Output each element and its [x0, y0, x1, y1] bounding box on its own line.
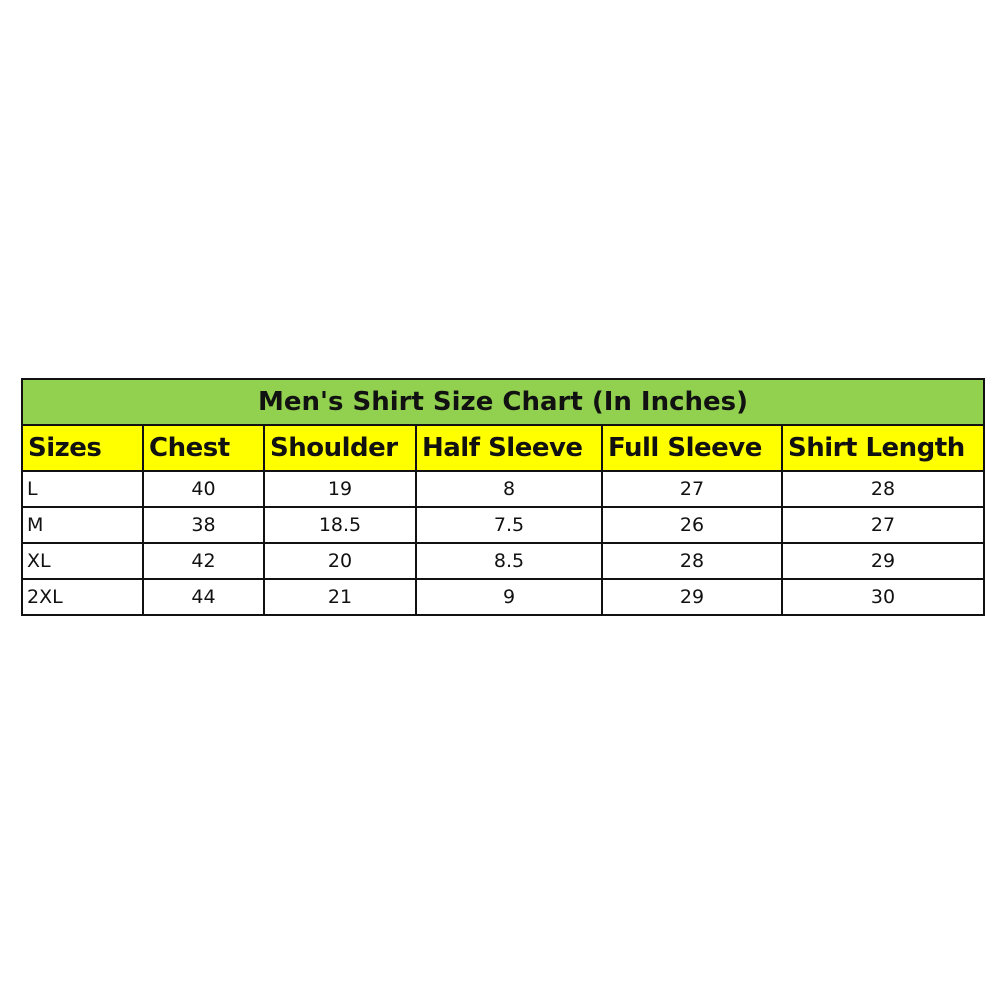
title-row: Men's Shirt Size Chart (In Inches): [20, 378, 986, 426]
cell: 27: [601, 470, 783, 508]
column-header: Chest: [142, 424, 265, 472]
chart-title: Men's Shirt Size Chart (In Inches): [20, 378, 986, 426]
cell: L: [21, 470, 144, 508]
cell: 20: [263, 542, 417, 580]
cell: 2XL: [21, 578, 144, 616]
column-header: Shoulder: [263, 424, 417, 472]
table-row: XL 42 20 8.5 28 29: [21, 542, 986, 580]
column-header: Half Sleeve: [415, 424, 603, 472]
cell: 26: [601, 506, 783, 544]
column-header: Shirt Length: [780, 424, 986, 472]
cell: 21: [263, 578, 417, 616]
cell: 8: [415, 470, 603, 508]
cell: 28: [780, 470, 986, 508]
cell: M: [21, 506, 144, 544]
cell: 27: [780, 506, 986, 544]
cell: 8.5: [415, 542, 603, 580]
column-header: Sizes: [21, 424, 144, 472]
cell: 18.5: [263, 506, 417, 544]
size-chart-table: Men's Shirt Size Chart (In Inches) Sizes…: [20, 378, 986, 616]
cell: 19: [263, 470, 417, 508]
cell: 29: [601, 578, 783, 616]
table-row: L 40 19 8 27 28: [21, 470, 986, 508]
cell: 44: [142, 578, 265, 616]
cell: 9: [415, 578, 603, 616]
header-row: Sizes Chest Shoulder Half Sleeve Full Sl…: [21, 424, 986, 472]
cell: 38: [142, 506, 265, 544]
column-header: Full Sleeve: [601, 424, 783, 472]
table-row: M 38 18.5 7.5 26 27: [21, 506, 986, 544]
cell: 28: [601, 542, 783, 580]
cell: 42: [142, 542, 265, 580]
cell: 7.5: [415, 506, 603, 544]
cell: XL: [21, 542, 144, 580]
cell: 40: [142, 470, 265, 508]
cell: 29: [780, 542, 986, 580]
table-row: 2XL 44 21 9 29 30: [21, 578, 986, 616]
cell: 30: [780, 578, 986, 616]
